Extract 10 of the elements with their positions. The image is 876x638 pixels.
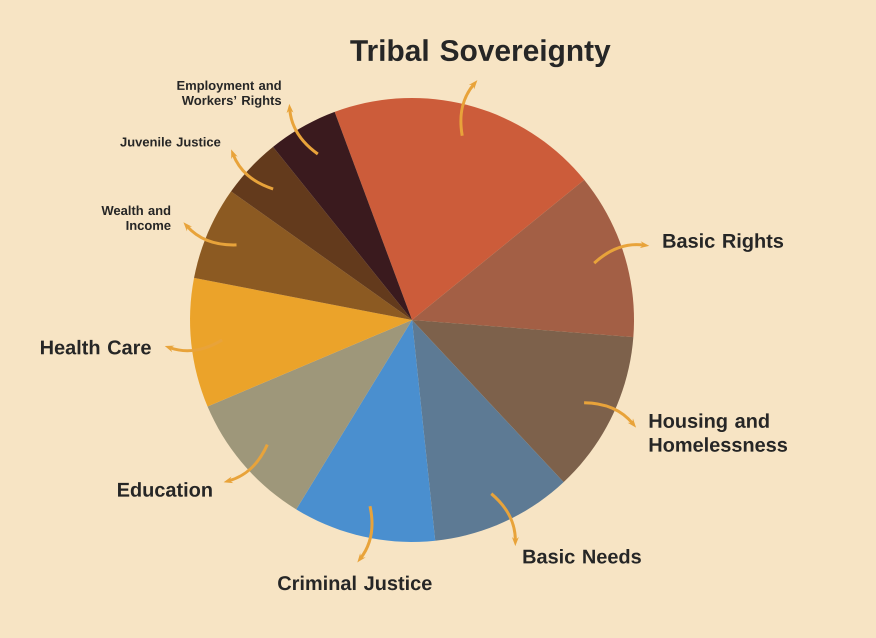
slice-label: Basic Needs [523,548,641,564]
slice-label: Education [118,482,212,497]
legend-label: Health Care [40,340,151,354]
slice-label: Basic Rights [663,233,784,252]
slice-label: Employment and Workers’ Rights [177,80,282,108]
slice-label: Wealth and Income [101,206,171,230]
slice-label: Criminal Justice [278,576,432,590]
slice-label: Juvenile Justice [120,137,220,147]
slice-label: Tribal Sovereignty [350,39,611,68]
slice-label: Housing and Homelessness [650,413,788,452]
